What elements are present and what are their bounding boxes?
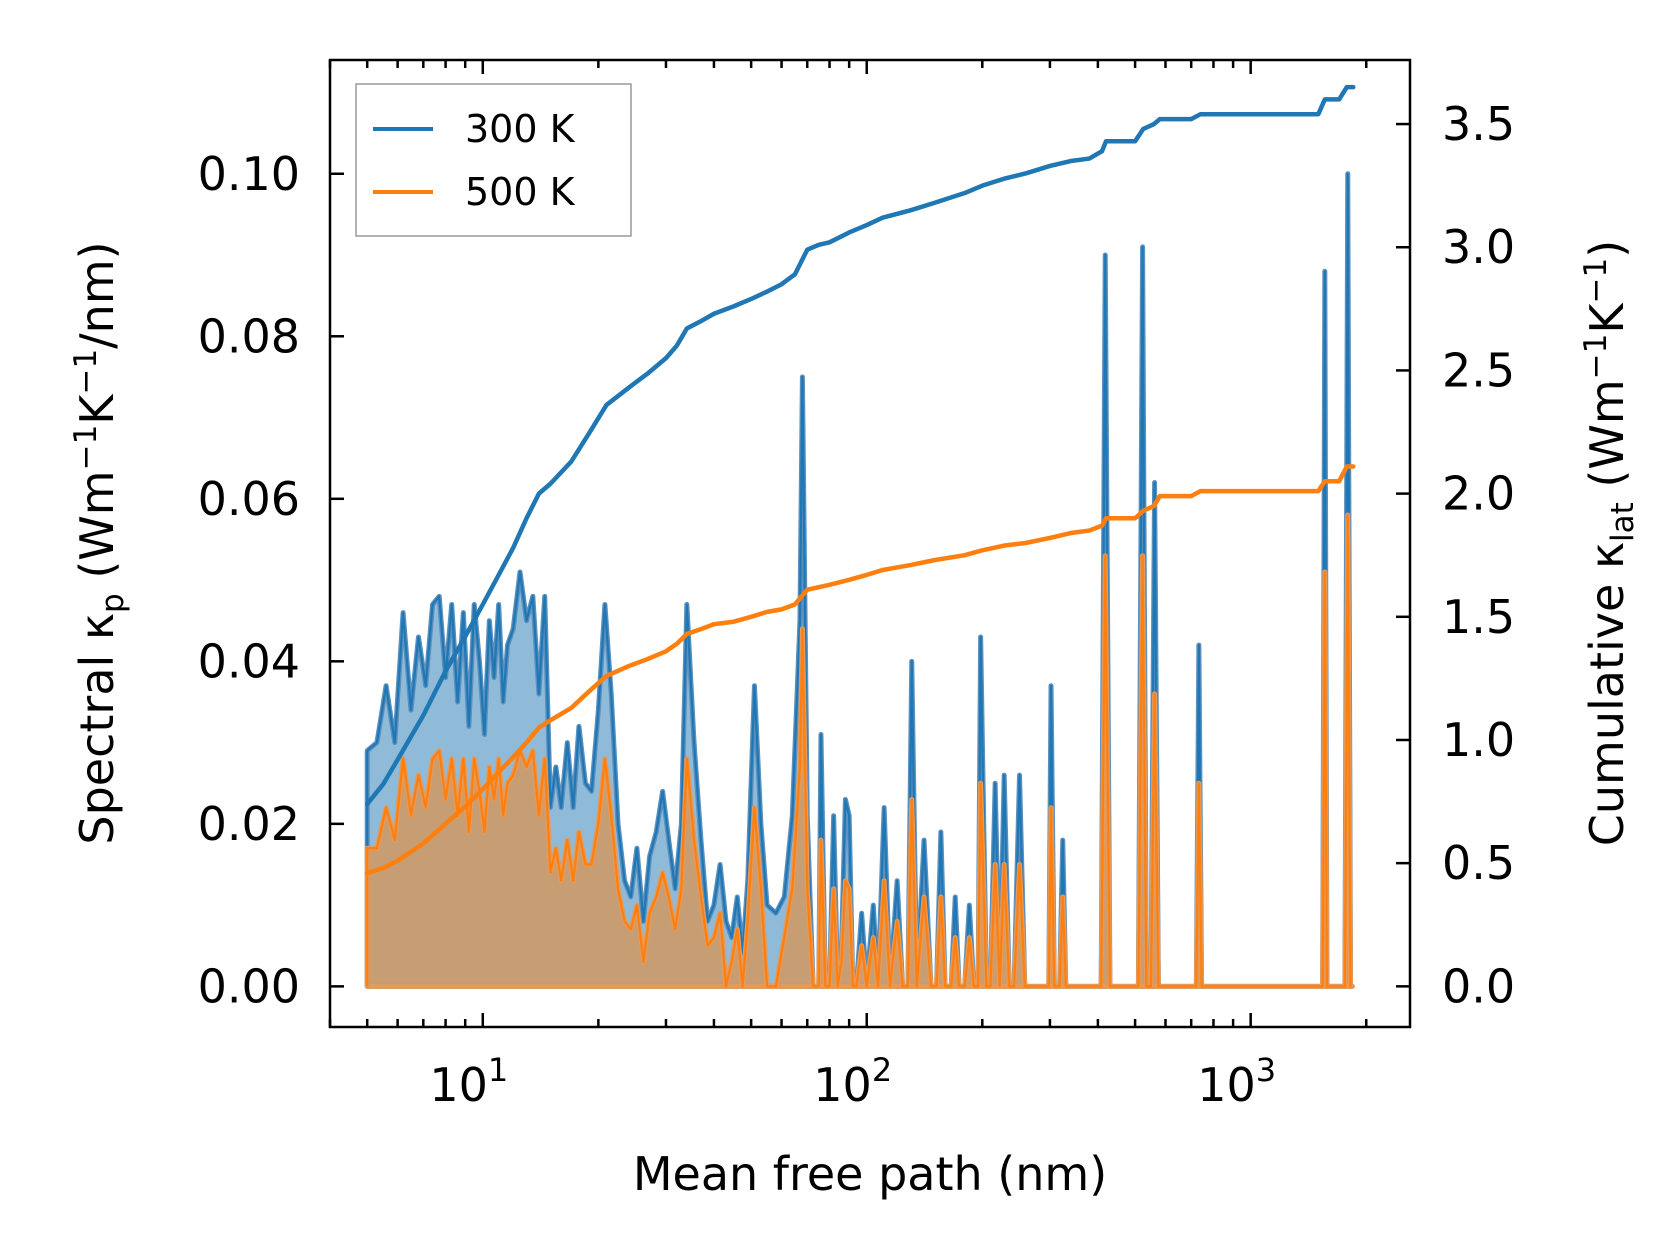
y-right-title-unit-open: (Wm — [1580, 379, 1634, 502]
legend-label-300k: 300 K — [465, 107, 576, 151]
y-right-tick-label: 0.5 — [1442, 836, 1515, 890]
x-tick-label: 101 — [429, 1051, 508, 1112]
y-left-tick-label: 0.10 — [198, 147, 300, 201]
y-right-tick-label: 2.5 — [1442, 343, 1515, 397]
y-left-title-sup2: −1 — [68, 349, 104, 395]
cumulative-line-500k — [364, 464, 1356, 876]
cumulative-line-300k — [364, 84, 1356, 807]
x-tick-label: 103 — [1197, 1051, 1276, 1112]
y-left-title-unit-mid: K — [70, 393, 124, 425]
y-right-title-unit-close: ) — [1580, 240, 1634, 258]
y-right-title-sub: lat — [1605, 502, 1641, 542]
y-left-title-unit-close: /nm) — [70, 241, 124, 348]
x-axis-title: Mean free path (nm) — [633, 1147, 1107, 1201]
legend: 300 K 500 K — [355, 83, 632, 237]
y-right-tick-label: 1.5 — [1442, 590, 1515, 644]
plot-area — [328, 58, 1412, 1029]
y-left-title-main: Spectral κ — [70, 613, 124, 845]
legend-label-500k: 500 K — [465, 170, 576, 214]
legend-frame — [355, 83, 632, 237]
y-left-title-sub: p — [95, 593, 131, 613]
spectral-fills — [364, 171, 1355, 989]
y-axis-title-right: Cumulative κlat (Wm−1K−1) — [1578, 240, 1641, 846]
y-axis-title-left: Spectral κp (Wm−1K−1/nm) — [68, 241, 131, 844]
left-tick-labels: 0.00 0.02 0.04 0.06 0.08 0.10 — [198, 147, 300, 1014]
y-left-tick-label: 0.08 — [198, 309, 300, 363]
y-right-tick-label: 3.0 — [1442, 220, 1515, 274]
y-left-title-unit-open: (Wm — [70, 470, 124, 593]
y-right-title-sup1: −1 — [1578, 334, 1614, 380]
y-left-tick-label: 0.04 — [198, 634, 300, 688]
y-left-tick-label: 0.06 — [198, 472, 300, 526]
spectral-line-500k — [366, 513, 1353, 988]
y-right-tick-label: 0.0 — [1442, 959, 1515, 1013]
axis-ticks — [328, 60, 1410, 1027]
y-left-tick-label: 0.02 — [198, 797, 300, 851]
y-right-tick-label: 2.0 — [1442, 467, 1515, 521]
y-left-title-sup1: −1 — [68, 425, 104, 471]
y-right-title-unit-mid: K — [1580, 302, 1634, 334]
y-left-tick-label: 0.00 — [198, 959, 300, 1013]
right-tick-labels: 0.0 0.5 1.0 1.5 2.0 2.5 3.0 3.5 — [1442, 97, 1515, 1013]
x-tick-labels: 101 102 103 — [429, 1051, 1276, 1112]
y-right-title-main: Cumulative κ — [1580, 542, 1634, 846]
y-right-title-sup2: −1 — [1578, 258, 1614, 304]
y-right-tick-label: 3.5 — [1442, 97, 1515, 151]
plot-frame — [328, 58, 1412, 1029]
cumulative-lines — [364, 84, 1356, 876]
x-tick-label: 102 — [813, 1051, 892, 1112]
y-right-tick-label: 1.0 — [1442, 713, 1515, 767]
